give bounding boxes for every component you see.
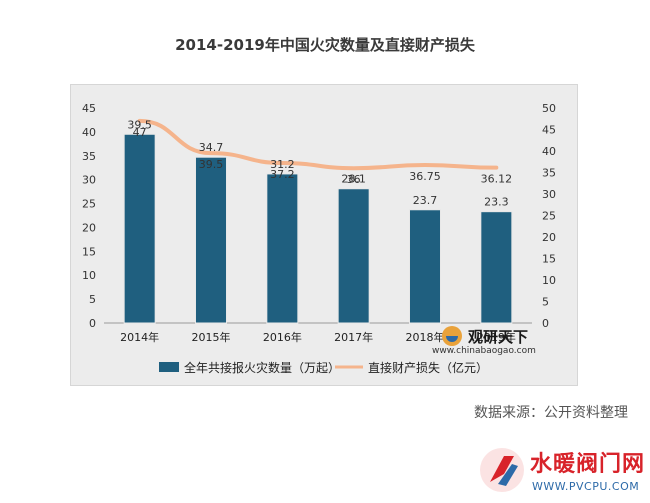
left-axis-tick-label: 10 (82, 269, 96, 282)
right-axis-tick-label: 15 (542, 253, 556, 266)
line-series (137, 118, 499, 171)
left-axis-tick-label: 35 (82, 150, 96, 163)
bar-value-label: 28.1 (341, 173, 366, 186)
left-axis-tick-label: 20 (82, 221, 96, 234)
watermark-brand: 观研天下 (468, 328, 528, 346)
left-axis-tick-label: 45 (82, 102, 96, 115)
watermark-logo: 观研天下 www.chinabaogao.com (432, 326, 536, 356)
bar-value-label: 23.7 (413, 194, 438, 207)
line-value-label: 47 (133, 126, 147, 139)
left-axis-tick-label: 0 (89, 317, 96, 330)
bar (409, 209, 441, 324)
chart-title: 2014-2019年中国火灾数量及直接财产损失 (175, 36, 475, 54)
corner-watermark-url: WWW.PVCPU.COM (532, 480, 640, 493)
bar-value-label: 39.5 (127, 118, 152, 131)
right-axis-tick-label: 50 (542, 102, 556, 115)
left-axis-tick-label: 30 (82, 174, 96, 187)
bar (266, 173, 299, 324)
x-axis-tick-label: 2014年 (120, 330, 159, 344)
right-axis-tick-label: 35 (542, 167, 556, 180)
x-axis-tick-label: 2019年 (477, 330, 516, 344)
right-axis-tick-label: 30 (542, 188, 556, 201)
bar-value-label: 31.2 (270, 158, 295, 171)
legend-bar-label: 全年共接报火灾数量（万起） (184, 360, 340, 375)
right-axis-tick-label: 25 (542, 210, 556, 223)
left-axis-tick-label: 25 (82, 198, 96, 211)
bar (123, 133, 156, 324)
bar-value-label: 34.7 (199, 141, 224, 154)
x-axis-tick-label: 2016年 (263, 330, 302, 344)
x-axis-tick-label: 2017年 (334, 330, 373, 344)
right-axis-tick-label: 10 (542, 274, 556, 287)
bar (480, 211, 513, 324)
legend: 全年共接报火灾数量（万起） 直接财产损失（亿元） (159, 360, 488, 375)
right-axis-tick-label: 0 (542, 317, 549, 330)
data-source: 数据来源：公开资料整理 (474, 405, 628, 421)
line-value-label: 36.75 (409, 170, 441, 183)
right-axis-tick-label: 5 (542, 296, 549, 309)
watermark-url: www.chinabaogao.com (432, 346, 536, 356)
left-axis-tick-label: 15 (82, 245, 96, 258)
right-axis-tick-label: 45 (542, 124, 556, 137)
corner-watermark-icon (480, 448, 524, 492)
bar (195, 156, 227, 324)
right-axis-tick-label: 20 (542, 231, 556, 244)
corner-watermark-brand: 水暖阀门网 (530, 452, 646, 477)
legend-bar-swatch (159, 362, 179, 372)
x-axis-tick-label: 2018年 (406, 330, 445, 344)
bar-value-label: 23.3 (484, 196, 509, 209)
line-value-label: 36.12 (481, 173, 513, 186)
line-value-label: 37.2 (270, 168, 295, 181)
line-value-label: 36 (347, 173, 361, 186)
x-axis-tick-label: 2015年 (192, 330, 231, 344)
legend-line-label: 直接财产损失（亿元） (368, 360, 488, 375)
bar (337, 188, 370, 324)
line-value-label: 39.5 (199, 158, 224, 171)
left-axis-tick-label: 40 (82, 126, 96, 139)
left-axis-tick-label: 5 (89, 293, 96, 306)
right-axis-tick-label: 40 (542, 145, 556, 158)
